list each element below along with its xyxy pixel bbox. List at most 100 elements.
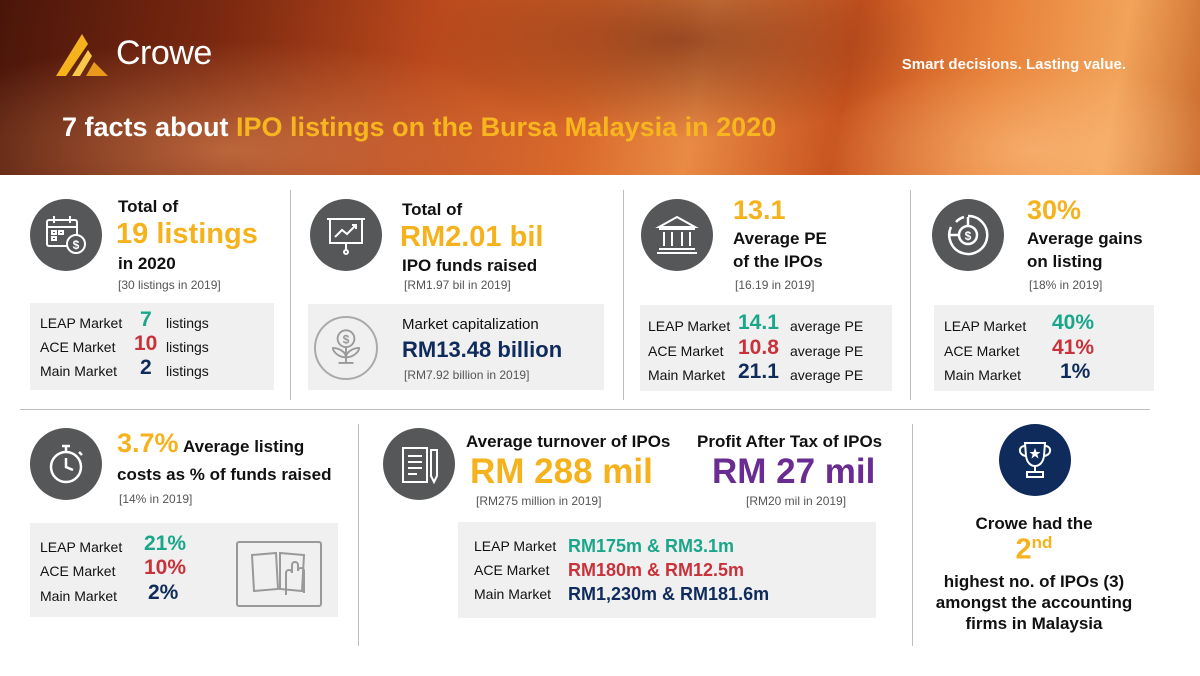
profit-title: Profit After Tax of IPOs (697, 432, 883, 451)
market-cap-box: $ Market capitalization RM13.48 billion … (308, 304, 604, 390)
title-highlight: IPO listings on the Bursa Malaysia in 20… (236, 112, 777, 142)
calendar-dollar-icon: $ (30, 199, 102, 271)
row-label: ACE Market (40, 339, 116, 355)
row-value: 10.8 (738, 336, 779, 359)
fact-line: Average listing (183, 437, 305, 456)
row-value: 1% (1060, 360, 1091, 383)
fact-note: [30 listings in 2019] (118, 278, 221, 292)
row-label: Main Market (474, 586, 552, 602)
row-label: LEAP Market (40, 539, 123, 555)
row-value: 21% (144, 532, 187, 555)
row-label: LEAP Market (40, 315, 123, 331)
market-cap-label: Market capitalization (402, 316, 539, 333)
row-value: 41% (1052, 336, 1095, 359)
row-label: ACE Market (474, 562, 550, 578)
fact-line: costs as % of funds raised (117, 465, 332, 484)
ranking-value: 2nd (914, 533, 1154, 567)
row-value: RM180m & RM12.5m (568, 560, 745, 580)
divider (910, 190, 911, 400)
row-unit: average PE (790, 343, 864, 359)
fact-line: Average PE (733, 229, 827, 248)
trophy-icon (999, 424, 1071, 496)
divider (290, 190, 291, 400)
money-plant-icon: $ (314, 316, 378, 380)
market-cap-note: [RM7.92 billion in 2019] (404, 368, 530, 382)
row-value: 7 (140, 308, 152, 331)
fact-line: IPO funds raised (402, 256, 538, 275)
ranking-line: amongst the accounting (935, 593, 1133, 612)
row-label: ACE Market (944, 343, 1020, 359)
row-label: Main Market (944, 367, 1022, 383)
turnover-value: RM 288 mil (470, 452, 653, 491)
row-value: 40% (1052, 311, 1095, 334)
stopwatch-icon (30, 428, 102, 500)
breakdown-box: LEAP Market 14.1 average PE ACE Market 1… (640, 305, 892, 391)
breakdown-box: LEAP Market 7 listings ACE Market 10 lis… (30, 303, 274, 390)
turnover-note: [RM275 million in 2019] (476, 494, 602, 508)
pie-dollar-icon: $ (932, 199, 1004, 271)
row-label: LEAP Market (944, 318, 1027, 334)
row-label: ACE Market (648, 343, 724, 359)
row-label: Main Market (648, 367, 726, 383)
row-label: Main Market (40, 588, 118, 604)
turnover-title: Average turnover of IPOs (466, 432, 671, 451)
fact-big-value: 3.7% (117, 428, 179, 458)
fact-line: of the IPOs (733, 252, 823, 271)
row-value: 10 (134, 332, 158, 355)
svg-text:$: $ (965, 229, 972, 243)
fact-note: [RM1.97 bil in 2019] (404, 278, 511, 292)
profit-value: RM 27 mil (712, 452, 876, 491)
row-value: RM175m & RM3.1m (568, 536, 735, 556)
ranking-number: 2 (1015, 533, 1032, 566)
brand-name: Crowe (116, 34, 212, 72)
fact-big-value: RM2.01 bil (400, 221, 544, 253)
row-unit: average PE (790, 367, 864, 383)
tagline: Smart decisions. Lasting value. (901, 56, 1126, 73)
breakdown-box: LEAP Market 21% ACE Market 10% Main Mark… (30, 523, 338, 617)
breakdown-box: LEAP Market 40% ACE Market 41% Main Mark… (934, 305, 1154, 391)
fact-headline: 3.7% Average listing (117, 428, 304, 459)
row-label: Main Market (40, 363, 118, 379)
divider (20, 409, 1150, 410)
fact-line: Total of (402, 200, 463, 219)
row-unit: listings (166, 339, 209, 355)
row-label: LEAP Market (648, 318, 731, 334)
row-value: RM1,230m & RM181.6m (568, 584, 770, 604)
fact-note: [16.19 in 2019] (735, 278, 815, 292)
breakdown-box: LEAP Market RM175m & RM3.1m ACE Market R… (458, 522, 876, 618)
crowe-logo-icon (56, 34, 108, 76)
document-pen-icon (383, 428, 455, 500)
row-value: 14.1 (738, 311, 779, 334)
svg-text:$: $ (343, 332, 350, 346)
divider (358, 424, 359, 646)
hand-book-icon (236, 541, 322, 607)
profit-note: [RM20 mil in 2019] (746, 494, 847, 508)
row-value: 21.1 (738, 360, 779, 383)
ranking-line: Crowe had the (975, 514, 1093, 533)
fact-note: [18% in 2019] (1029, 278, 1103, 292)
title-prefix: 7 facts about (62, 112, 237, 142)
ranking-line: firms in Malaysia (965, 614, 1103, 633)
svg-text:$: $ (73, 238, 80, 252)
row-unit: listings (166, 363, 209, 379)
row-unit: listings (166, 315, 209, 331)
ranking-line: highest no. of IPOs (3) (943, 572, 1125, 591)
presentation-chart-icon (310, 199, 382, 271)
fact-line: Total of (118, 197, 179, 216)
header-banner: Crowe Smart decisions. Lasting value. 7 … (0, 0, 1200, 175)
bank-building-icon (641, 199, 713, 271)
row-label: ACE Market (40, 563, 116, 579)
row-label: LEAP Market (474, 538, 557, 554)
page-title: 7 facts about IPO listings on the Bursa … (62, 112, 776, 143)
fact-big-value: 19 listings (116, 218, 258, 250)
fact-big-value: 13.1 (733, 195, 786, 225)
divider (912, 424, 913, 646)
row-value: 2 (140, 356, 152, 379)
row-unit: average PE (790, 318, 864, 334)
fact-line: on listing (1027, 252, 1103, 271)
ranking-suffix: nd (1031, 533, 1053, 552)
market-cap-value: RM13.48 billion (402, 337, 563, 362)
row-value: 10% (144, 556, 187, 579)
divider (623, 190, 624, 400)
fact-line: Average gains (1027, 229, 1143, 248)
